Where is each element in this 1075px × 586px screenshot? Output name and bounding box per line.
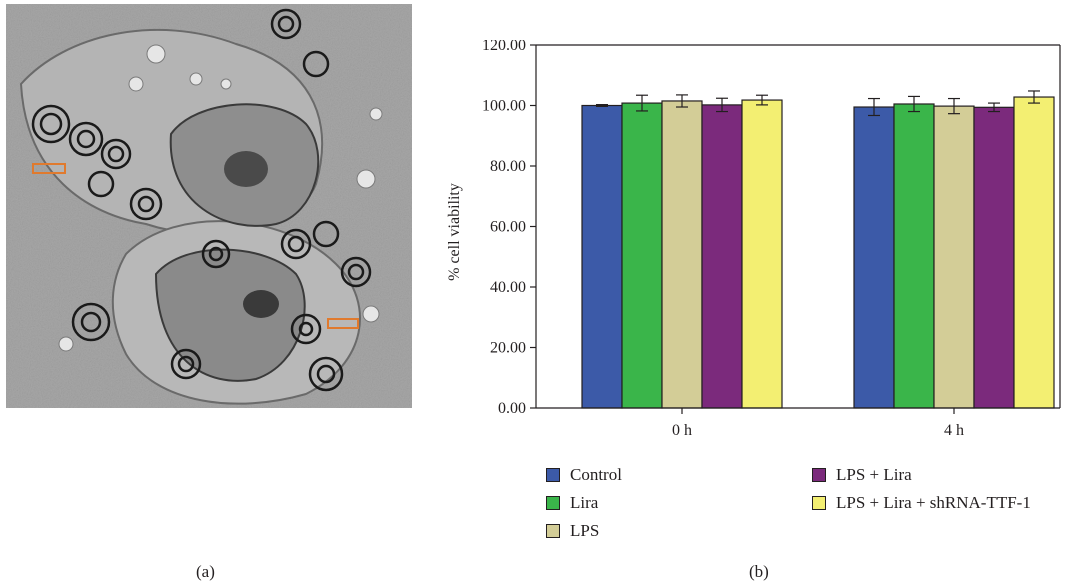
- y-tick-label: 100.00: [482, 98, 526, 115]
- bar-lps-lira-0: [701, 104, 743, 409]
- bar-lps-0: [661, 100, 703, 409]
- bar-lps-lira-shrna-ttf-1-0: [741, 99, 783, 409]
- legend-label: LPS + Lira: [836, 465, 912, 484]
- legend-item-lps-lira-shrna-ttf-1: LPS + Lira + shRNA-TTF-1: [812, 493, 1031, 513]
- y-tick-label: 80.00: [490, 158, 526, 175]
- legend-label: Control: [570, 465, 622, 484]
- highlight-box-right: [327, 318, 359, 329]
- legend-item-lira: Lira: [546, 493, 598, 513]
- x-tick-label: 4 h: [944, 422, 964, 439]
- chart-legend: Control Lira LPS LPS + Lira LPS + Lira + shR…: [546, 465, 1066, 545]
- bar-lps-1: [933, 105, 975, 409]
- legend-swatch: [546, 468, 560, 482]
- bar-lira-0: [621, 102, 663, 409]
- legend-label: LPS: [570, 521, 600, 540]
- legend-label: LPS + Lira + shRNA-TTF-1: [836, 493, 1031, 512]
- y-tick-label: 60.00: [490, 219, 526, 236]
- bar-control-1: [853, 106, 895, 409]
- bar-lps-lira-1: [973, 106, 1015, 409]
- legend-item-lps-lira: LPS + Lira: [812, 465, 912, 485]
- legend-item-lps: LPS: [546, 521, 599, 541]
- y-tick-label: 40.00: [490, 279, 526, 296]
- x-axis: 0 h 4 h: [536, 407, 1060, 439]
- panel-label-b: (b): [749, 562, 769, 581]
- highlight-box-left: [32, 163, 66, 174]
- bar-control-0: [581, 104, 623, 409]
- x-tick-label: 0 h: [672, 422, 692, 439]
- bars: [581, 90, 1055, 409]
- y-axis: 0.00 20.00 40.00 60.00 80.00 100.00 120.00: [482, 40, 1061, 417]
- legend-swatch: [546, 496, 560, 510]
- bar-lira-1: [893, 103, 935, 409]
- bar-chart: 0.00 20.00 40.00 60.00 80.00 100.00 120.00 0 h…: [446, 40, 1061, 439]
- tem-micrograph-image: [6, 4, 412, 408]
- legend-label: Lira: [570, 493, 599, 512]
- bar-lps-lira-shrna-ttf-1-1: [1013, 96, 1055, 409]
- y-tick-label: 0.00: [498, 400, 526, 417]
- panel-label-a: (a): [196, 562, 215, 581]
- legend-item-control: Control: [546, 465, 622, 485]
- legend-swatch: [812, 496, 826, 510]
- y-axis-label: % cell viability: [446, 183, 463, 281]
- y-tick-label: 120.00: [482, 40, 526, 54]
- y-tick-label: 20.00: [490, 340, 526, 357]
- legend-swatch: [812, 468, 826, 482]
- legend-swatch: [546, 524, 560, 538]
